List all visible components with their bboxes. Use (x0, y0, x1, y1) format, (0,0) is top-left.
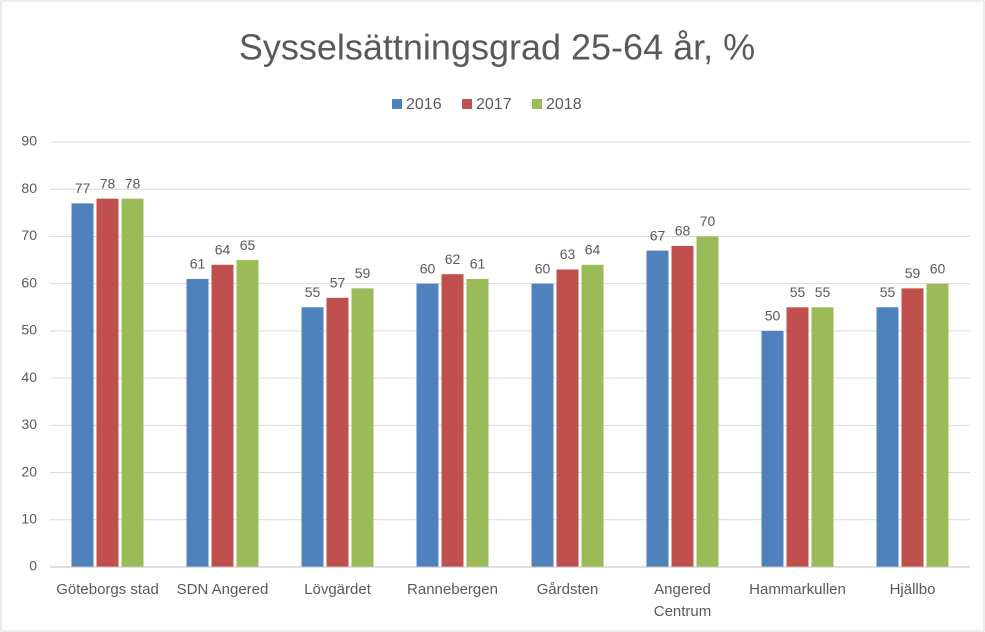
data-label: 50 (765, 308, 781, 324)
x-tick-label: Rannebergen (407, 581, 498, 598)
bar (121, 198, 144, 567)
legend-label: 2018 (546, 96, 582, 113)
data-label: 78 (100, 175, 116, 191)
data-label: 55 (880, 284, 896, 300)
y-tick-label: 70 (21, 227, 37, 243)
legend-swatch (392, 99, 402, 109)
data-label: 70 (700, 213, 716, 229)
bar (671, 245, 694, 567)
bar (761, 330, 784, 567)
data-label: 62 (445, 251, 461, 267)
bar (876, 307, 899, 567)
legend-label: 2017 (476, 96, 512, 113)
data-label: 60 (535, 260, 551, 276)
data-label: 77 (75, 180, 91, 196)
data-label: 60 (420, 260, 436, 276)
data-label: 55 (815, 284, 831, 300)
bar (811, 307, 834, 567)
bar (926, 283, 949, 567)
data-label: 60 (930, 260, 946, 276)
data-label: 63 (560, 246, 576, 262)
data-label: 59 (905, 265, 921, 281)
bar (301, 307, 324, 567)
bar (466, 278, 489, 567)
x-tick-label: Göteborgs stad (56, 581, 159, 598)
x-tick-label: Gårdsten (536, 581, 599, 598)
bar (71, 203, 94, 567)
legend-swatch (462, 99, 472, 109)
bar (556, 269, 579, 567)
bar (646, 250, 669, 567)
bar (901, 288, 924, 567)
bar (416, 283, 439, 567)
x-tick-label: Hjällbo (889, 581, 936, 598)
bar (531, 283, 554, 567)
x-tick-label: Hammarkullen (749, 581, 846, 598)
data-label: 55 (305, 284, 321, 300)
data-label: 61 (470, 256, 486, 272)
y-tick-label: 0 (29, 558, 37, 574)
data-label: 67 (650, 227, 666, 243)
bar (441, 274, 464, 567)
legend-label: 2016 (406, 96, 442, 113)
x-tick-label: Lövgärdet (304, 581, 371, 598)
bar (581, 264, 604, 567)
bar (786, 307, 809, 567)
x-tick-label: SDN Angered (176, 581, 269, 598)
y-tick-label: 60 (21, 274, 37, 290)
y-tick-label: 40 (21, 369, 37, 385)
bar (696, 236, 719, 567)
data-label: 61 (190, 256, 206, 272)
y-tick-label: 80 (21, 180, 37, 196)
data-label: 78 (125, 175, 141, 191)
bar (211, 264, 234, 567)
legend-swatch (532, 99, 542, 109)
data-label: 68 (675, 223, 691, 239)
data-label: 65 (240, 237, 256, 253)
data-label: 64 (215, 241, 231, 257)
y-tick-label: 10 (21, 510, 37, 526)
data-label: 59 (355, 265, 371, 281)
y-tick-label: 90 (21, 133, 37, 149)
y-tick-label: 50 (21, 322, 37, 338)
bar (186, 278, 209, 567)
x-tick-label: Angered Centrum (653, 581, 712, 620)
y-tick-label: 20 (21, 463, 37, 479)
data-label: 55 (790, 284, 806, 300)
bar (326, 297, 349, 567)
bar (96, 198, 119, 567)
data-label: 64 (585, 241, 601, 257)
data-label: 57 (330, 275, 346, 291)
y-tick-label: 30 (21, 416, 37, 432)
bar (351, 288, 374, 567)
bar (236, 260, 259, 567)
chart-title: Sysselsättningsgrad 25-64 år, % (239, 27, 755, 68)
